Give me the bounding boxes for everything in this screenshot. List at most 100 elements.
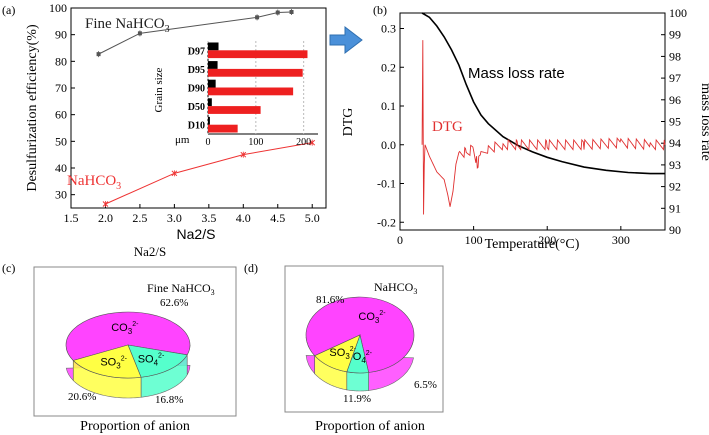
y-tick-label: 50 <box>55 134 67 148</box>
y-right-tick-label: 100 <box>669 6 687 20</box>
y-tick-label: 0.0 <box>381 138 396 152</box>
arrow-icon <box>329 25 363 55</box>
inset-category-label: D97 <box>188 46 205 57</box>
inset-category-label: D10 <box>188 121 205 132</box>
panel-b-x-axis: 0 100 200 300 <box>397 226 630 247</box>
pct-label-so3: 20.6% <box>68 391 96 403</box>
y-right-tick-label: 96 <box>669 93 681 107</box>
y-right-tick-label: 95 <box>669 115 681 129</box>
inset-x-tick-label: 200 <box>296 137 311 148</box>
x-tick-label: 3.0 <box>167 211 182 225</box>
y-tick-label: 30 <box>55 188 67 202</box>
inset-y-label: Grain size <box>153 67 165 112</box>
y-tick-label: -0.2 <box>377 215 396 229</box>
y-right-tick-label: 92 <box>669 180 681 194</box>
y-tick-label: 90 <box>55 28 67 42</box>
mass-loss-line <box>421 12 665 175</box>
pie-slice-label-SO3: SO32- <box>100 355 127 370</box>
x-tick-label: 1.5 <box>64 211 79 225</box>
x-tick-label: 0 <box>397 233 403 247</box>
panel-b: (b) 0 100 200 300 -0.2 -0.1 0.0 0.1 0.2 0.3 90 91… <box>341 3 709 252</box>
inset-bar-normal <box>208 124 238 133</box>
panel-a: (a) 1.5 2.0 2.5 3.0 3.5 4.0 4.5 5.0 30 40 50 60 70 8… <box>2 1 327 259</box>
inset-category-label: D95 <box>188 65 205 76</box>
panel-a-series <box>96 9 316 207</box>
series-line-1 <box>105 142 313 205</box>
pie-side-SO4 <box>346 371 369 392</box>
pct-label-so4: 16.8% <box>155 394 183 406</box>
pct-label-co3-d: 81.6% <box>316 294 344 306</box>
y-tick-label: 80 <box>55 54 67 68</box>
inset-bar-fine <box>208 61 218 69</box>
pct-label-so3-d: 11.9% <box>343 393 371 405</box>
inset-bar-normal <box>208 68 303 77</box>
inset-bars: 0 100 200 D97 D95 D90 D50 D10 <box>188 41 318 148</box>
panel-a-y-axis: 30 40 50 60 70 80 90 100 <box>49 1 75 202</box>
pie-slice-label-CO3: CO32- <box>111 321 139 336</box>
inset-bar-fine <box>208 79 216 88</box>
pie-slice-SO4 <box>127 344 188 378</box>
panel-c: (c) Fine NaHCO3 CO32- SO42- SO32- 62.6% 16… <box>2 261 237 434</box>
y-right-tick-label: 99 <box>669 28 681 42</box>
y-right-tick-label: 91 <box>669 201 681 215</box>
pie-slice-SO3 <box>314 334 361 373</box>
panel-b-y-label-right: mass loss rate <box>698 83 709 161</box>
mass-loss-label: Mass loss rate <box>468 65 565 82</box>
x-tick-label: 3.5 <box>201 211 216 225</box>
inset-category-label: D90 <box>188 84 205 95</box>
pct-label-so4-d: 6.5% <box>414 379 437 391</box>
inset-category-label: D50 <box>188 102 205 113</box>
panel-b-x-label: Temperature(°C) <box>485 237 580 252</box>
pie-slice-SO3 <box>72 344 142 379</box>
panel-a-x-axis: 1.5 2.0 2.5 3.0 3.5 4.0 4.5 5.0 <box>64 204 320 225</box>
panel-a-frame <box>70 7 327 209</box>
panel-d-caption: Proportion of anion <box>315 419 425 434</box>
pie-slice-label-SO3: SO32- <box>329 346 356 361</box>
series-label-fine: Fine NaHCO3 <box>85 16 170 35</box>
y-tick-label: 40 <box>55 161 67 175</box>
panel-a-label: (a) <box>2 3 15 17</box>
pie-d: CO32-SO42-SO32- <box>305 296 415 392</box>
panel-d-label: (d) <box>244 261 258 275</box>
x-tick-label: 2.5 <box>132 211 147 225</box>
x-tick-label: 4.0 <box>236 211 251 225</box>
panel-d-title: NaHCO3 <box>374 280 417 296</box>
panel-d-frame <box>284 265 444 413</box>
panel-c-frame <box>33 266 237 417</box>
y-tick-label: 0.1 <box>381 99 396 113</box>
pct-label-co3: 62.6% <box>160 297 188 309</box>
panel-b-y-axis-left: -0.2 -0.1 0.0 0.1 0.2 0.3 <box>377 22 404 229</box>
y-tick-label: 0.3 <box>381 22 396 36</box>
series-label-normal: NaHCO3 <box>67 173 121 192</box>
y-tick-label: 60 <box>55 108 67 122</box>
y-right-tick-label: 94 <box>669 136 681 150</box>
panel-a-y-label: Desulfurization efficiency(%) <box>25 24 40 192</box>
y-tick-label: 100 <box>49 1 67 15</box>
inset-x-unit: μm <box>175 134 190 146</box>
inset-bar-fine <box>208 42 219 51</box>
panel-a-x-label: Na2/S <box>177 226 216 242</box>
y-tick-label: 0.2 <box>381 60 396 74</box>
panel-b-series <box>421 12 666 215</box>
dtg-label: DTG <box>432 119 463 135</box>
x-tick-label: 5.0 <box>305 211 320 225</box>
panel-d: (d) NaHCO3 CO32-SO42-SO32- 81.6% 6.5% 11… <box>244 261 444 434</box>
panel-c-caption: Proportion of anion <box>80 419 190 434</box>
pie-slice-label-CO3: CO32- <box>358 310 386 325</box>
x-tick-label: 100 <box>465 233 483 247</box>
pie-c: CO32- SO42- SO32- <box>65 311 191 399</box>
inset-bar-normal <box>208 87 294 96</box>
y-right-tick-label: 97 <box>669 71 681 85</box>
x-tick-label: 200 <box>538 233 556 247</box>
inset-bar-normal <box>208 106 261 114</box>
panel-a-inset: Grain size μm 0 100 200 D97 D95 D90 D50 D10 <box>153 41 318 148</box>
panel-b-label: (b) <box>373 3 387 17</box>
x-tick-label: 300 <box>612 233 630 247</box>
x-tick-label: 4.5 <box>270 211 285 225</box>
y-right-tick-label: 98 <box>669 49 681 63</box>
pie-slice-CO3 <box>65 311 191 361</box>
inset-bar-normal <box>208 50 308 59</box>
inset-bar-fine <box>208 98 212 107</box>
panel-b-y-axis-right: 90 91 92 93 94 95 96 97 98 99 100 <box>661 6 687 237</box>
